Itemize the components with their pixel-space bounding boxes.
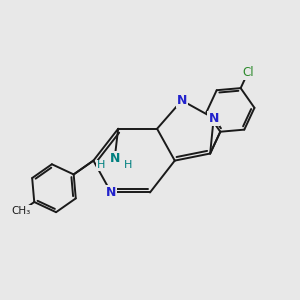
Text: H: H <box>97 160 105 170</box>
Text: N: N <box>177 94 187 107</box>
Text: Cl: Cl <box>242 66 254 79</box>
Text: H: H <box>124 160 132 170</box>
Text: N: N <box>110 152 120 165</box>
Text: N: N <box>208 112 219 125</box>
Text: N: N <box>106 186 116 199</box>
Text: CH₃: CH₃ <box>12 206 31 216</box>
